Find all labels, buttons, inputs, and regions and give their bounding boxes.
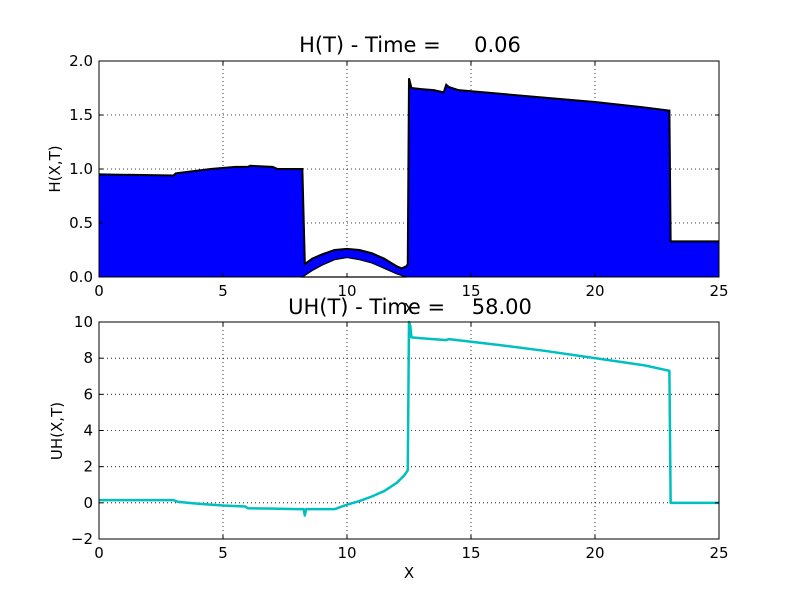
x-tick-label: 10 [337, 544, 356, 562]
h-chart-xlabel: X [404, 300, 414, 318]
x-tick-label: 15 [461, 544, 480, 562]
x-tick-label: 25 [709, 282, 728, 300]
bed-obstacle [300, 256, 407, 278]
y-tick-label: 10 [74, 313, 93, 331]
x-tick-label: 0 [94, 544, 104, 562]
x-tick-label: 20 [585, 544, 604, 562]
y-tick-label: 6 [83, 385, 93, 403]
x-tick-label: 0 [94, 282, 104, 300]
h-surface-line [98, 78, 719, 270]
y-tick-label: 0.5 [69, 214, 93, 232]
uh-chart-xlabel: X [404, 564, 414, 582]
uh-chart-title: UH(T) - Time = 58.00 [288, 295, 532, 319]
y-tick-label: 8 [83, 349, 93, 367]
uh-chart-ylabel: UH(X,T) [48, 402, 66, 460]
x-tick-label: 5 [218, 544, 228, 562]
y-tick-label: 2.0 [69, 52, 93, 70]
h-chart-title: H(T) - Time = 0.06 [299, 33, 521, 57]
y-tick-label: 1.0 [69, 160, 93, 178]
uh-series-line [99, 320, 719, 517]
uh-chart-panel: UH(T) - Time = 58.00 UH(X,T) 0 5 10 15 20 25−… [48, 295, 729, 582]
x-tick-label: 5 [218, 282, 228, 300]
y-tick-label: 0.0 [69, 268, 93, 286]
x-tick-label: 20 [585, 282, 604, 300]
y-tick-label: 0 [83, 494, 93, 512]
y-tick-label: 2 [83, 458, 93, 476]
y-tick-label: 1.5 [69, 106, 93, 124]
h-chart-panel: H(T) - Time = 0.06 H(X,T) 0 5 10 15 20 25 0.0 0… [46, 33, 729, 318]
y-tick-label: −2 [71, 530, 93, 548]
y-tick-label: 4 [83, 422, 93, 440]
x-tick-label: 15 [461, 282, 480, 300]
x-tick-label: 25 [709, 544, 728, 562]
h-chart-ylabel: H(X,T) [46, 145, 64, 192]
x-tick-label: 10 [337, 282, 356, 300]
